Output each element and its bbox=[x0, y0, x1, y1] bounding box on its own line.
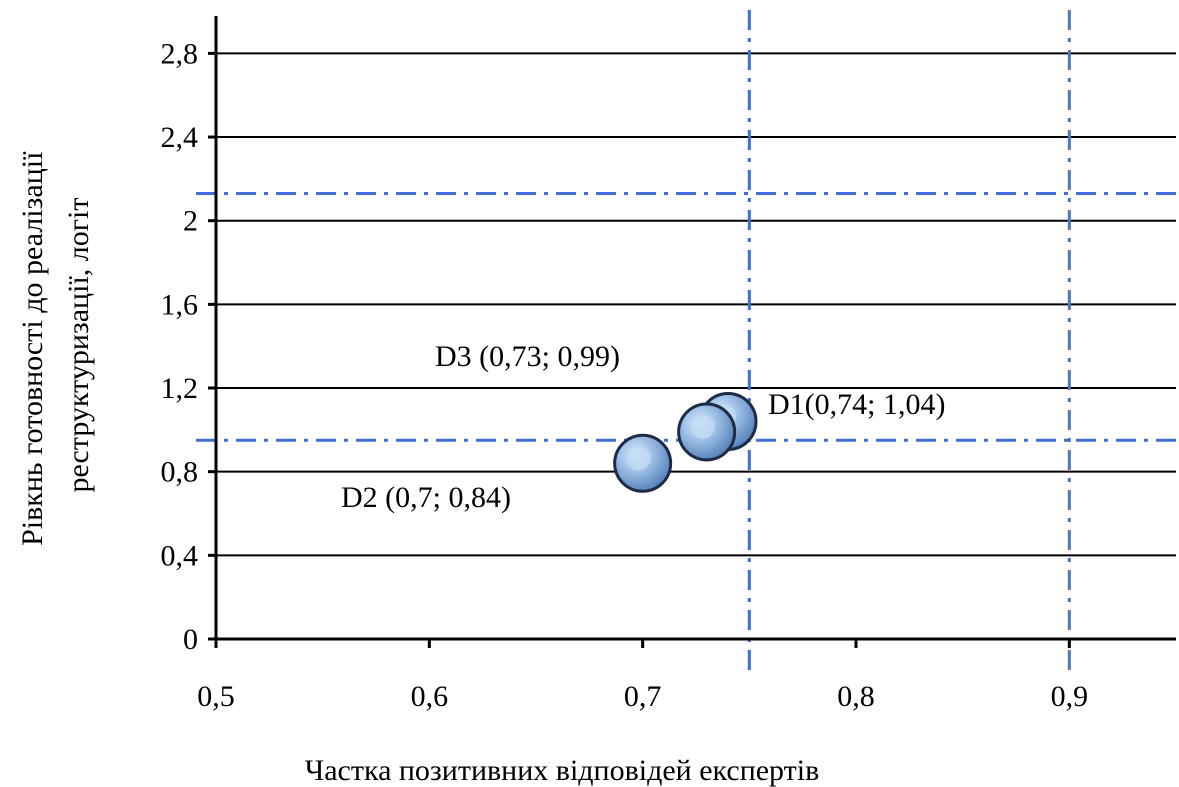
y-tick-label-6: 2,4 bbox=[161, 121, 199, 154]
x-tick-label-3: 0,8 bbox=[837, 680, 875, 713]
y-tick-label-4: 1,6 bbox=[161, 288, 199, 321]
point-label-d2: D2 (0,7; 0,84) bbox=[341, 481, 511, 514]
axes bbox=[208, 16, 1176, 648]
point-label-d1: D1(0,74; 1,04) bbox=[768, 388, 945, 421]
data-points bbox=[613, 391, 758, 493]
y-axis-title-line-2: реструктуризації, логіт bbox=[62, 197, 95, 492]
y-tick-label-7: 2,8 bbox=[161, 37, 199, 70]
x-tick-label-1: 0,6 bbox=[411, 680, 449, 713]
point-label-d3: D3 (0,73; 0,99) bbox=[435, 340, 620, 373]
marker-highlight-d2 bbox=[626, 446, 651, 471]
point-labels: D1(0,74; 1,04) D3 (0,73; 0,99) D2 (0,7; 0,… bbox=[341, 340, 945, 514]
y-tick-label-3: 1,2 bbox=[161, 372, 199, 405]
reference-lines bbox=[196, 10, 1176, 670]
y-axis-title: Рівкнь готовності до реалізації реструкт… bbox=[16, 144, 95, 546]
gridlines bbox=[216, 52, 1176, 557]
x-tick-label-0: 0,5 bbox=[197, 680, 235, 713]
y-tick-label-5: 2 bbox=[183, 205, 198, 238]
x-tick-label-2: 0,7 bbox=[624, 680, 662, 713]
y-tick-label-1: 0,4 bbox=[161, 539, 199, 572]
y-tick-label-2: 0,8 bbox=[161, 456, 199, 489]
marker-highlight-d3 bbox=[690, 414, 715, 439]
y-axis-title-line-1: Рівкнь готовності до реалізації bbox=[16, 151, 49, 546]
tick-labels: 0 0,4 0,8 1,2 1,6 2 2,4 2,8 0,5 0,6 0,7 0,8 0,9 bbox=[161, 37, 1089, 713]
x-tick-label-4: 0,9 bbox=[1051, 680, 1089, 713]
x-axis-title: Частка позитивних відповідей експертів bbox=[305, 754, 820, 787]
y-tick-label-0: 0 bbox=[183, 623, 198, 656]
